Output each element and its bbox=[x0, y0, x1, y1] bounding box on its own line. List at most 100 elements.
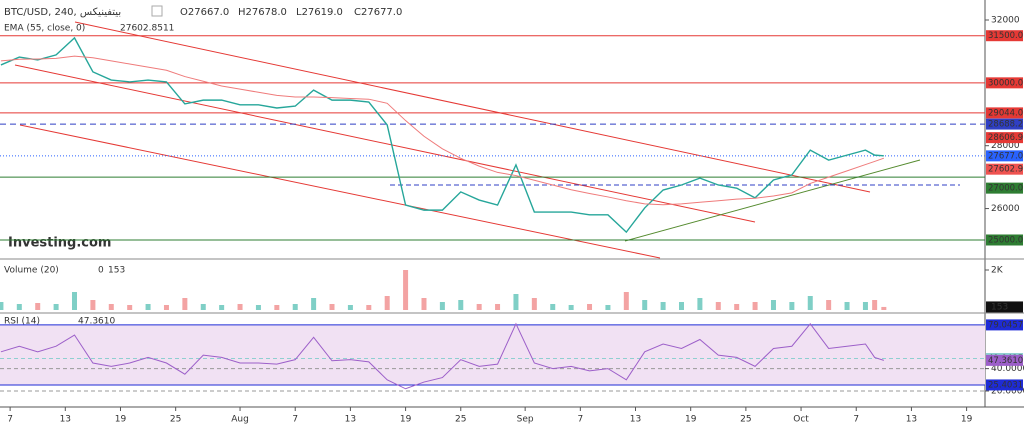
volume-bar bbox=[421, 298, 427, 310]
x-tick-label: 25 bbox=[740, 415, 751, 425]
level-box bbox=[986, 182, 1023, 194]
volume-bar bbox=[71, 292, 77, 310]
volume-bar bbox=[439, 302, 445, 310]
volume-bar bbox=[329, 304, 335, 310]
volume-bar bbox=[16, 304, 22, 310]
volume-bar bbox=[90, 300, 96, 310]
volume-bar bbox=[770, 300, 776, 310]
volume-bar bbox=[255, 305, 261, 310]
y-tick-label: 26000 bbox=[991, 204, 1020, 214]
volume-bar bbox=[366, 305, 372, 310]
ema-value: 27602.8511 bbox=[120, 24, 174, 34]
x-tick-label: 25 bbox=[170, 415, 181, 425]
level-label: 29044.0 bbox=[988, 108, 1023, 118]
volume-bar bbox=[274, 305, 280, 310]
volume-bar bbox=[826, 300, 832, 310]
volume-ma: 0 bbox=[98, 266, 104, 276]
volume-bar bbox=[495, 304, 501, 310]
volume-current-box bbox=[986, 301, 1023, 313]
rsi-level-box bbox=[986, 319, 1023, 331]
level-box bbox=[986, 234, 1023, 246]
x-tick-label: 7 bbox=[577, 415, 583, 425]
volume-bar bbox=[476, 304, 482, 310]
volume-bar bbox=[0, 302, 4, 310]
volume-bar bbox=[311, 298, 317, 310]
level-label: 30000.0 bbox=[988, 78, 1023, 88]
rsi-level-label: 79.0457 bbox=[988, 320, 1023, 330]
volume-bar bbox=[292, 304, 298, 310]
volume-bar bbox=[642, 300, 648, 310]
x-tick-label: 13 bbox=[630, 415, 641, 425]
volume-current-label: 153 bbox=[991, 302, 1008, 312]
ema-title: EMA (55, close, 0) bbox=[4, 24, 85, 34]
x-tick-label: 7 bbox=[853, 415, 859, 425]
price-line bbox=[0, 55, 884, 206]
level-label: 28688.2 bbox=[988, 120, 1023, 130]
rsi-value: 47.3610 bbox=[78, 317, 115, 327]
close: C27677.0 bbox=[354, 7, 402, 18]
rsi-line bbox=[0, 322, 884, 390]
x-tick-label: 13 bbox=[906, 415, 917, 425]
volume-bar bbox=[844, 302, 850, 310]
level-label: 27602.9 bbox=[988, 165, 1023, 175]
channel-line bbox=[14, 64, 756, 223]
price-line bbox=[0, 36, 884, 234]
x-tick-label: Aug bbox=[231, 415, 249, 425]
rsi-level-label: 25.4031 bbox=[988, 380, 1023, 390]
level-box bbox=[986, 107, 1023, 119]
volume-bar bbox=[347, 305, 353, 310]
volume-bar bbox=[127, 305, 133, 310]
volume-bar bbox=[35, 303, 41, 310]
x-tick-label: 13 bbox=[345, 415, 356, 425]
rsi-band bbox=[0, 324, 985, 385]
level-label: 28606.9 bbox=[988, 133, 1023, 143]
x-tick-label: 25 bbox=[455, 415, 466, 425]
y-tick-label: 32000 bbox=[991, 15, 1020, 25]
high: H27678.0 bbox=[238, 7, 287, 18]
rsi-current-label: 47.3610 bbox=[988, 356, 1023, 366]
x-tick-label: 19 bbox=[400, 415, 412, 425]
x-tick-label: 19 bbox=[961, 415, 973, 425]
volume-bar bbox=[237, 304, 243, 310]
low: L27619.0 bbox=[296, 7, 343, 18]
volume-bar bbox=[752, 302, 758, 310]
level-box bbox=[986, 132, 1023, 144]
y-tick-label: 40.0000 bbox=[991, 364, 1024, 374]
volume-bar bbox=[660, 302, 666, 310]
volume-bar bbox=[219, 305, 225, 310]
x-tick-label: 19 bbox=[115, 415, 127, 425]
volume-bar bbox=[200, 304, 206, 310]
volume-bar bbox=[587, 304, 593, 310]
x-tick-label: 19 bbox=[685, 415, 697, 425]
volume-title: Volume (20) bbox=[4, 266, 59, 276]
x-tick-label: 13 bbox=[60, 415, 71, 425]
level-box bbox=[986, 150, 1023, 162]
y-tick-label: 2K bbox=[991, 266, 1004, 276]
logo: Investing.com bbox=[8, 236, 111, 251]
trend-line bbox=[624, 159, 921, 242]
volume-bar bbox=[862, 302, 868, 310]
drawing-tools bbox=[14, 21, 960, 259]
rsi-title: RSI (14) bbox=[4, 317, 40, 327]
volume-bar bbox=[550, 304, 556, 310]
volume-value: 153 bbox=[108, 266, 125, 276]
level-box bbox=[986, 77, 1023, 89]
y-tick-label: 28000 bbox=[991, 141, 1020, 151]
volume-bar bbox=[53, 304, 59, 310]
icon[interactable] bbox=[151, 5, 163, 17]
volume-bar bbox=[163, 305, 169, 310]
level-label: 31500.0 bbox=[988, 31, 1023, 41]
volume-bar bbox=[568, 305, 574, 310]
volume-bar bbox=[807, 296, 813, 310]
volume-bar bbox=[145, 304, 151, 310]
volume-bar bbox=[881, 306, 887, 310]
volume-bar bbox=[458, 300, 464, 310]
x-tick-label: 7 bbox=[7, 415, 13, 425]
symbol: BTC/USD, 240, بيتفينيكس bbox=[4, 7, 121, 18]
open: O27667.0 bbox=[180, 7, 229, 18]
level-label: 27677.0 bbox=[988, 151, 1023, 161]
x-tick-label: Oct bbox=[793, 415, 809, 425]
rsi-current-box bbox=[986, 354, 1023, 366]
volume-bar bbox=[513, 294, 519, 310]
